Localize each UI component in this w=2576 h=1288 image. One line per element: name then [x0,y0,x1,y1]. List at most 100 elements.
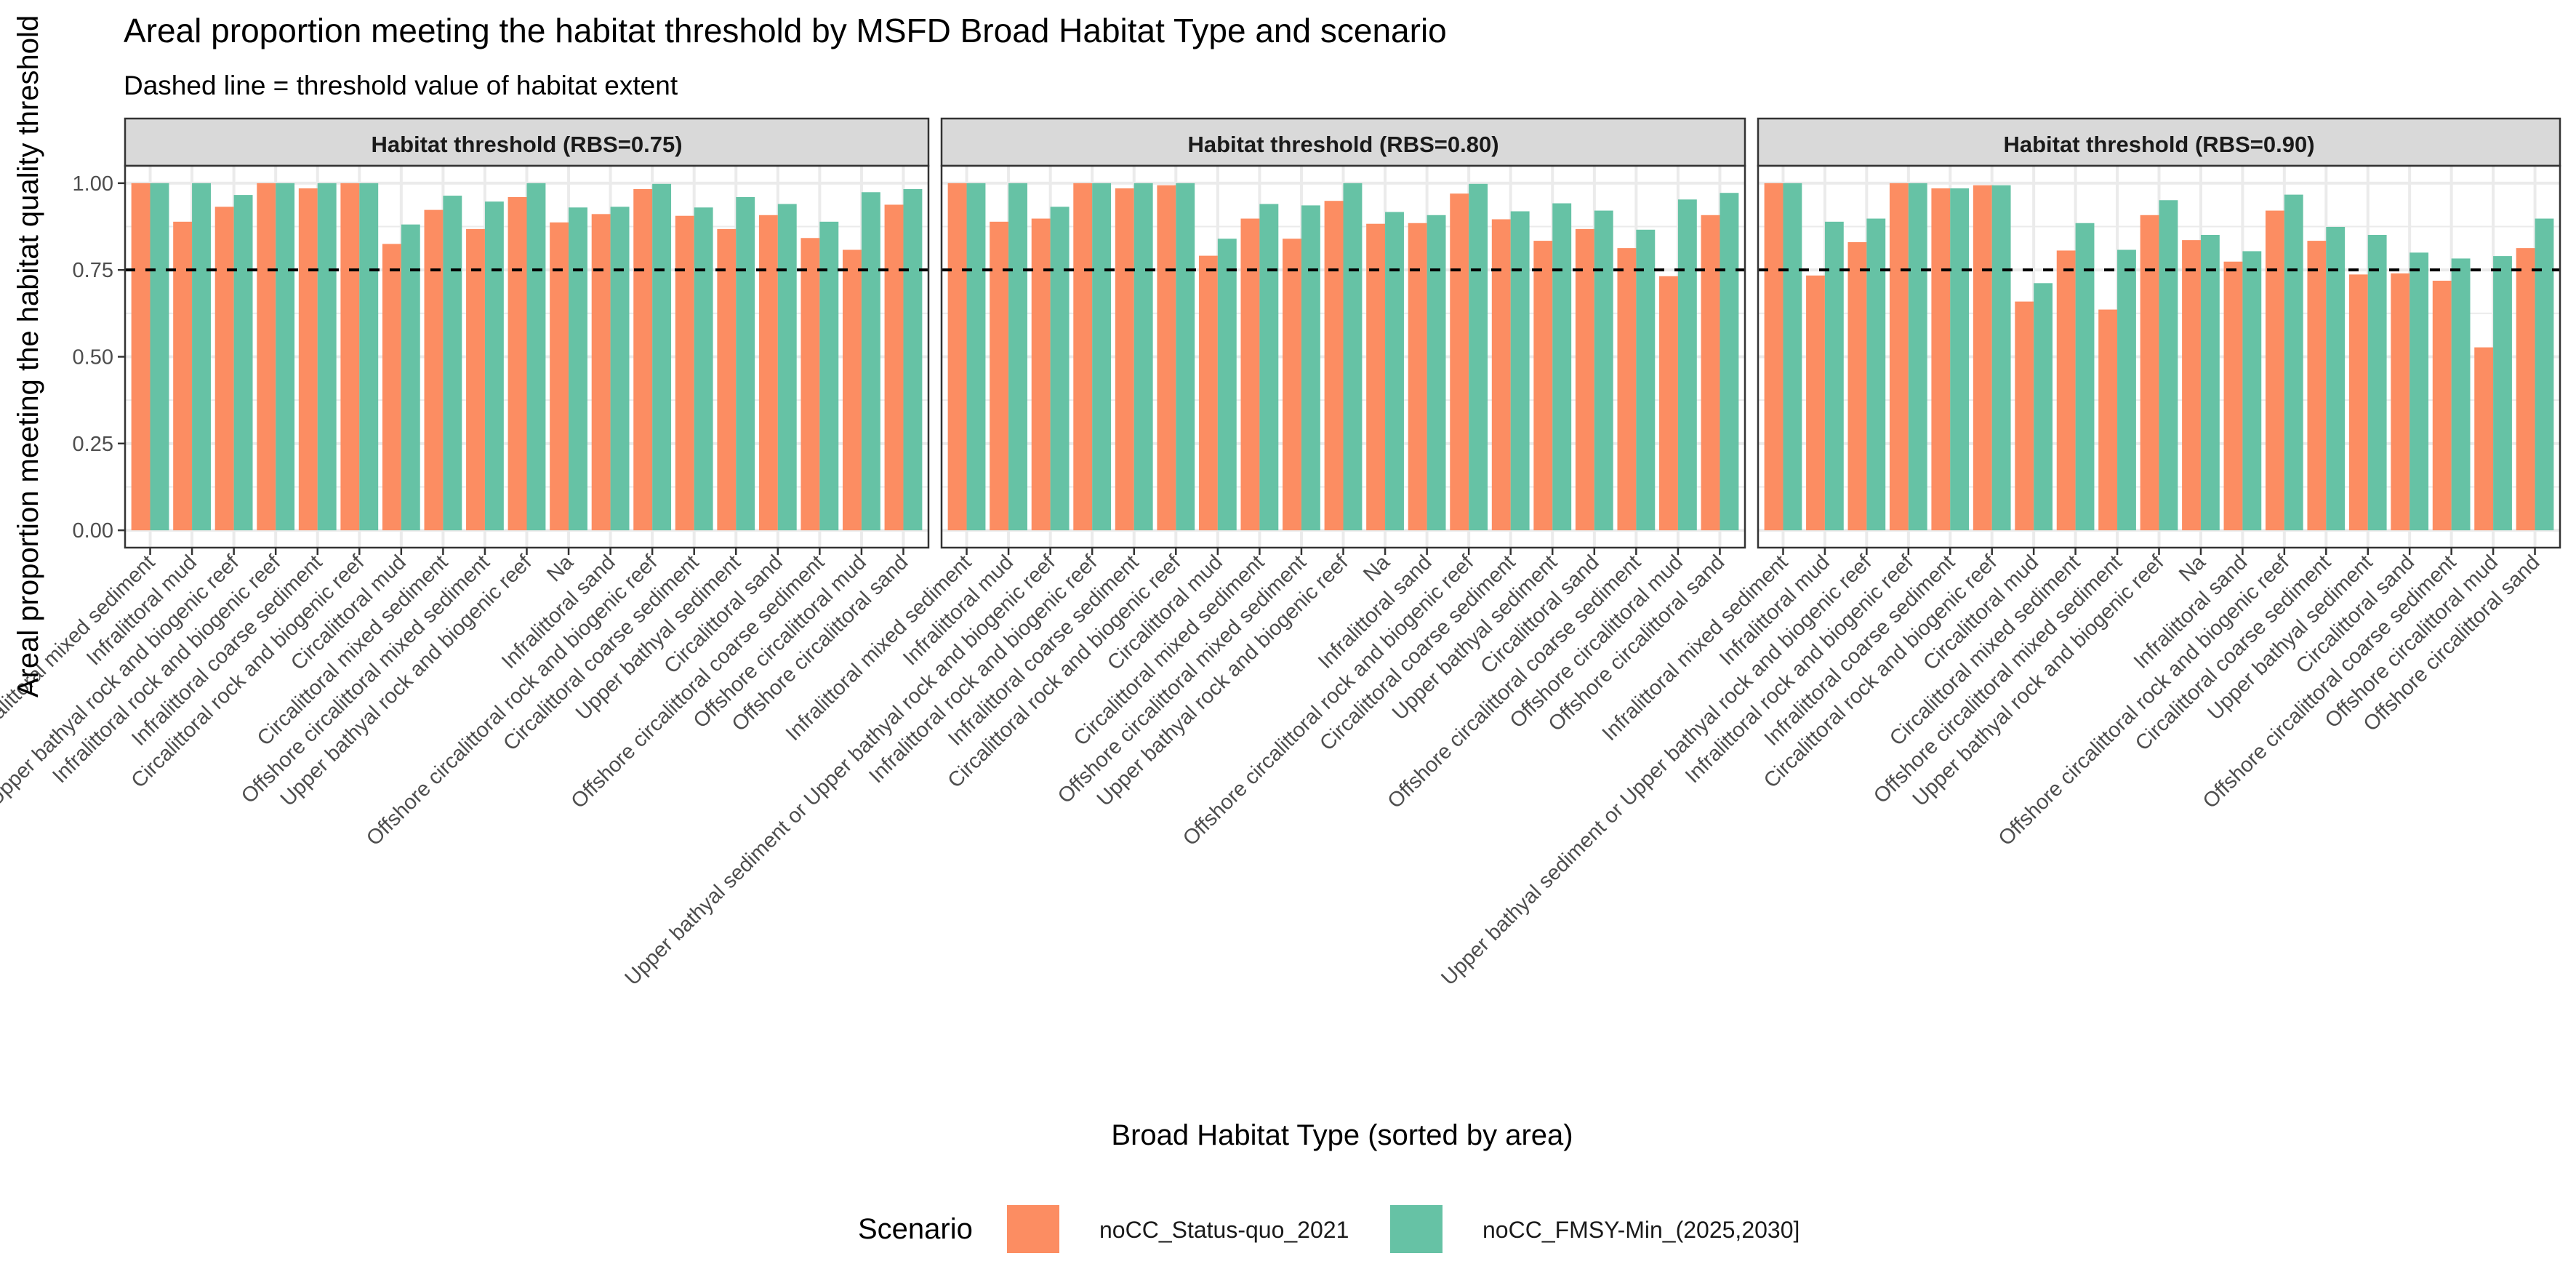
bar-status-quo [1973,185,1992,531]
bar-status-quo [2391,273,2410,531]
bar-status-quo [717,228,737,531]
bar-fmsy-min [1469,183,1488,531]
bar-fmsy-min [569,207,587,531]
bar-fmsy-min [819,221,839,531]
bar-status-quo [131,183,151,531]
bar-fmsy-min [1259,204,1279,531]
bar-status-quo [1157,185,1176,531]
bar-fmsy-min [1636,229,1656,531]
y-tick-label: 0.25 [73,433,113,456]
bar-fmsy-min [1950,188,1970,531]
bar-status-quo [1659,276,1678,531]
bar-fmsy-min [1991,185,2011,531]
bar-fmsy-min [150,183,169,531]
bar-status-quo [1701,215,1720,531]
facet-strip [1757,117,2561,167]
bar-fmsy-min [736,196,755,531]
bar-status-quo [2432,280,2452,531]
bar-status-quo [884,204,904,531]
bar-fmsy-min [1783,183,1802,531]
bar-status-quo [591,214,611,531]
bar-status-quo [1283,239,1301,531]
bar-fmsy-min [2284,194,2303,531]
facet-strip-label: Habitat threshold (RBS=0.90) [2003,132,2314,157]
bar-status-quo [2182,240,2201,531]
legend-key-fmsy-min [1390,1205,1443,1253]
bar-fmsy-min [1594,210,1613,531]
bar-fmsy-min [2117,249,2136,531]
bar-fmsy-min [966,183,986,531]
bar-status-quo [2140,215,2159,531]
bar-fmsy-min [1301,205,1320,531]
bar-fmsy-min [2326,227,2346,531]
bar-fmsy-min [317,183,337,531]
bar-fmsy-min [1720,193,1739,531]
bar-fmsy-min [359,183,379,531]
bar-status-quo [1073,183,1093,531]
bar-status-quo [1889,183,1909,531]
y-tick-label: 0.50 [73,346,113,369]
bar-status-quo [675,215,694,531]
bar-fmsy-min [192,183,211,531]
bar-fmsy-min [1008,183,1027,531]
bar-fmsy-min [652,183,672,531]
bar-fmsy-min [276,183,295,531]
bar-status-quo [1240,218,1260,531]
chart-subtitle: Dashed line = threshold value of habitat… [124,71,678,100]
legend-label-fmsy-min: noCC_FMSY-Min_(2025,2030] [1482,1217,1799,1243]
y-axis-title: Areal proportion meeting the habitat qua… [12,15,44,697]
bar-fmsy-min [1908,183,1927,531]
chart-title: Areal proportion meeting the habitat thr… [124,12,1447,49]
bar-fmsy-min [2493,256,2512,531]
bar-fmsy-min [484,201,504,531]
y-tick-label: 1.00 [73,172,113,196]
bar-fmsy-min [2410,252,2429,531]
bar-fmsy-min [1176,183,1195,531]
bar-status-quo [990,221,1009,531]
bar-status-quo [1031,218,1051,531]
bar-fmsy-min [2034,283,2053,531]
bar-status-quo [257,183,276,531]
facet-strip-label: Habitat threshold (RBS=0.75) [371,132,682,157]
bar-status-quo [1806,275,1825,531]
bar-fmsy-min [2159,200,2178,531]
bar-fmsy-min [1677,199,1697,531]
bar-fmsy-min [777,204,797,531]
bar-fmsy-min [610,207,630,531]
facet-strip [124,117,930,167]
bar-status-quo [550,222,569,531]
legend-key-status-quo [1007,1205,1059,1253]
bar-status-quo [2265,210,2284,531]
bar-fmsy-min [2242,251,2262,531]
facet-strip-label: Habitat threshold (RBS=0.80) [1187,132,1498,157]
bar-fmsy-min [2535,218,2554,531]
legend-label-status-quo: noCC_Status-quo_2021 [1099,1217,1349,1243]
bar-fmsy-min [2367,234,2387,531]
bar-fmsy-min [1092,183,1112,531]
bar-fmsy-min [694,207,713,531]
bar-status-quo [1408,223,1427,531]
bar-status-quo [507,196,527,531]
bar-status-quo [214,207,234,531]
bar-fmsy-min [1385,212,1404,531]
bar-status-quo [1847,242,1867,531]
bar-status-quo [173,221,193,531]
bar-fmsy-min [2200,234,2220,531]
bar-fmsy-min [1343,183,1363,531]
bar-status-quo [424,209,444,531]
bar-status-quo [1617,248,1637,531]
bar-status-quo [2015,301,2034,531]
bar-status-quo [1491,219,1511,531]
bar-status-quo [2098,309,2118,531]
bar-fmsy-min [1217,239,1237,531]
bar-status-quo [947,183,967,531]
bar-status-quo [382,244,401,531]
bar-status-quo [340,183,360,531]
bar-fmsy-min [1510,211,1530,531]
bar-status-quo [1115,188,1134,531]
bar-status-quo [1764,183,1783,531]
facet-panel-3: Habitat threshold (RBS=0.90)Infralittora… [1437,117,2561,990]
bar-fmsy-min [233,195,253,531]
bar-status-quo [1366,223,1386,531]
